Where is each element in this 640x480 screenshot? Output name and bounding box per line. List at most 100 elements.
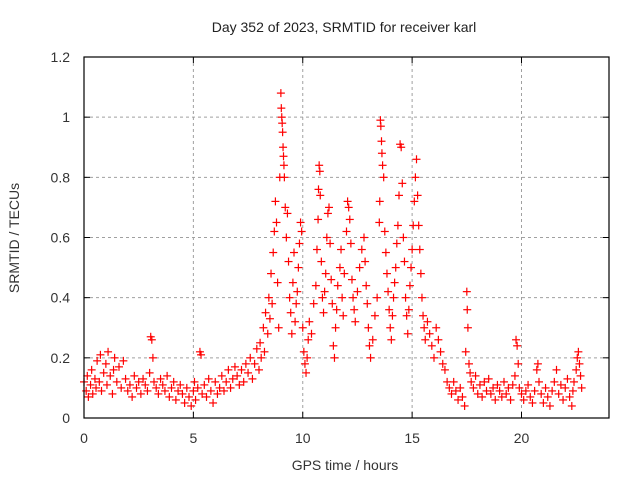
data-point <box>493 380 502 389</box>
data-point <box>419 311 428 320</box>
data-point <box>252 344 261 353</box>
data-point <box>565 392 574 401</box>
data-point <box>318 293 327 302</box>
data-point <box>273 278 282 287</box>
data-point <box>554 389 563 398</box>
data-point <box>462 287 471 296</box>
data-point <box>577 383 586 392</box>
x-tick-label: 20 <box>514 430 530 446</box>
data-point <box>277 104 286 113</box>
data-point <box>454 395 463 404</box>
data-point <box>112 377 121 386</box>
data-point <box>351 317 360 326</box>
data-point <box>215 383 224 392</box>
data-point <box>402 311 411 320</box>
data-point <box>495 386 504 395</box>
data-point <box>117 383 126 392</box>
data-point <box>524 380 533 389</box>
data-point <box>378 161 387 170</box>
data-point <box>563 374 572 383</box>
data-point <box>415 245 424 254</box>
data-point <box>421 335 430 344</box>
data-point <box>512 335 521 344</box>
data-point <box>256 338 265 347</box>
data-point <box>387 335 396 344</box>
y-tick-label: 0.4 <box>51 290 71 306</box>
data-point <box>405 281 414 290</box>
data-point <box>420 323 429 332</box>
data-point <box>504 383 513 392</box>
data-point <box>233 371 242 380</box>
data-point <box>281 203 290 212</box>
data-point <box>265 314 274 323</box>
data-point <box>261 308 270 317</box>
data-point <box>320 287 329 296</box>
data-point <box>533 359 542 368</box>
data-point <box>484 374 493 383</box>
data-point <box>95 377 104 386</box>
data-point <box>222 377 231 386</box>
data-point <box>482 386 491 395</box>
data-point <box>115 362 123 371</box>
data-point <box>376 122 385 131</box>
data-point <box>329 341 338 350</box>
data-point <box>535 377 543 386</box>
data-point <box>339 311 348 320</box>
x-tick-label: 15 <box>404 430 420 446</box>
data-point <box>259 323 268 332</box>
chart-title: Day 352 of 2023, SRMTID for receiver kar… <box>212 19 477 35</box>
data-point <box>521 386 530 395</box>
data-point <box>375 218 384 227</box>
data-point <box>349 293 358 302</box>
data-point <box>180 398 189 407</box>
data-point <box>513 341 522 350</box>
data-point <box>500 377 508 386</box>
data-point <box>517 389 526 398</box>
data-point <box>200 380 209 389</box>
data-point <box>97 386 106 395</box>
data-point <box>390 278 399 287</box>
data-point <box>274 323 283 332</box>
data-point <box>460 401 469 410</box>
data-point <box>248 374 257 383</box>
data-point <box>319 308 328 317</box>
data-point <box>519 395 528 404</box>
data-point <box>160 386 169 395</box>
data-point <box>537 389 546 398</box>
data-point <box>572 365 581 374</box>
data-point <box>174 386 183 395</box>
data-point <box>432 323 441 332</box>
data-point <box>377 149 386 158</box>
data-point <box>417 293 426 302</box>
data-point <box>323 209 332 218</box>
data-point <box>342 227 351 236</box>
data-point <box>278 119 287 128</box>
data-point <box>328 299 337 308</box>
data-point <box>475 380 484 389</box>
data-point <box>539 398 548 407</box>
data-point <box>574 347 583 356</box>
data-point <box>314 215 323 224</box>
data-point <box>90 374 99 383</box>
data-point <box>220 386 228 395</box>
y-tick-label: 0.6 <box>51 230 71 246</box>
data-point <box>395 191 403 200</box>
data-point <box>384 287 393 296</box>
data-point <box>541 383 550 392</box>
data-point <box>270 227 279 236</box>
data-point <box>119 356 128 365</box>
data-point <box>416 269 425 278</box>
data-point <box>84 392 93 401</box>
data-point <box>96 350 105 359</box>
data-point <box>143 386 152 395</box>
x-tick-label: 0 <box>80 430 88 446</box>
y-tick-label: 1 <box>62 109 70 125</box>
data-point <box>471 371 480 380</box>
data-point <box>315 167 324 176</box>
data-point <box>176 380 185 389</box>
data-point <box>391 263 400 272</box>
data-point <box>410 197 419 206</box>
data-point <box>438 359 447 368</box>
data-point <box>414 221 423 230</box>
data-point <box>365 341 374 350</box>
